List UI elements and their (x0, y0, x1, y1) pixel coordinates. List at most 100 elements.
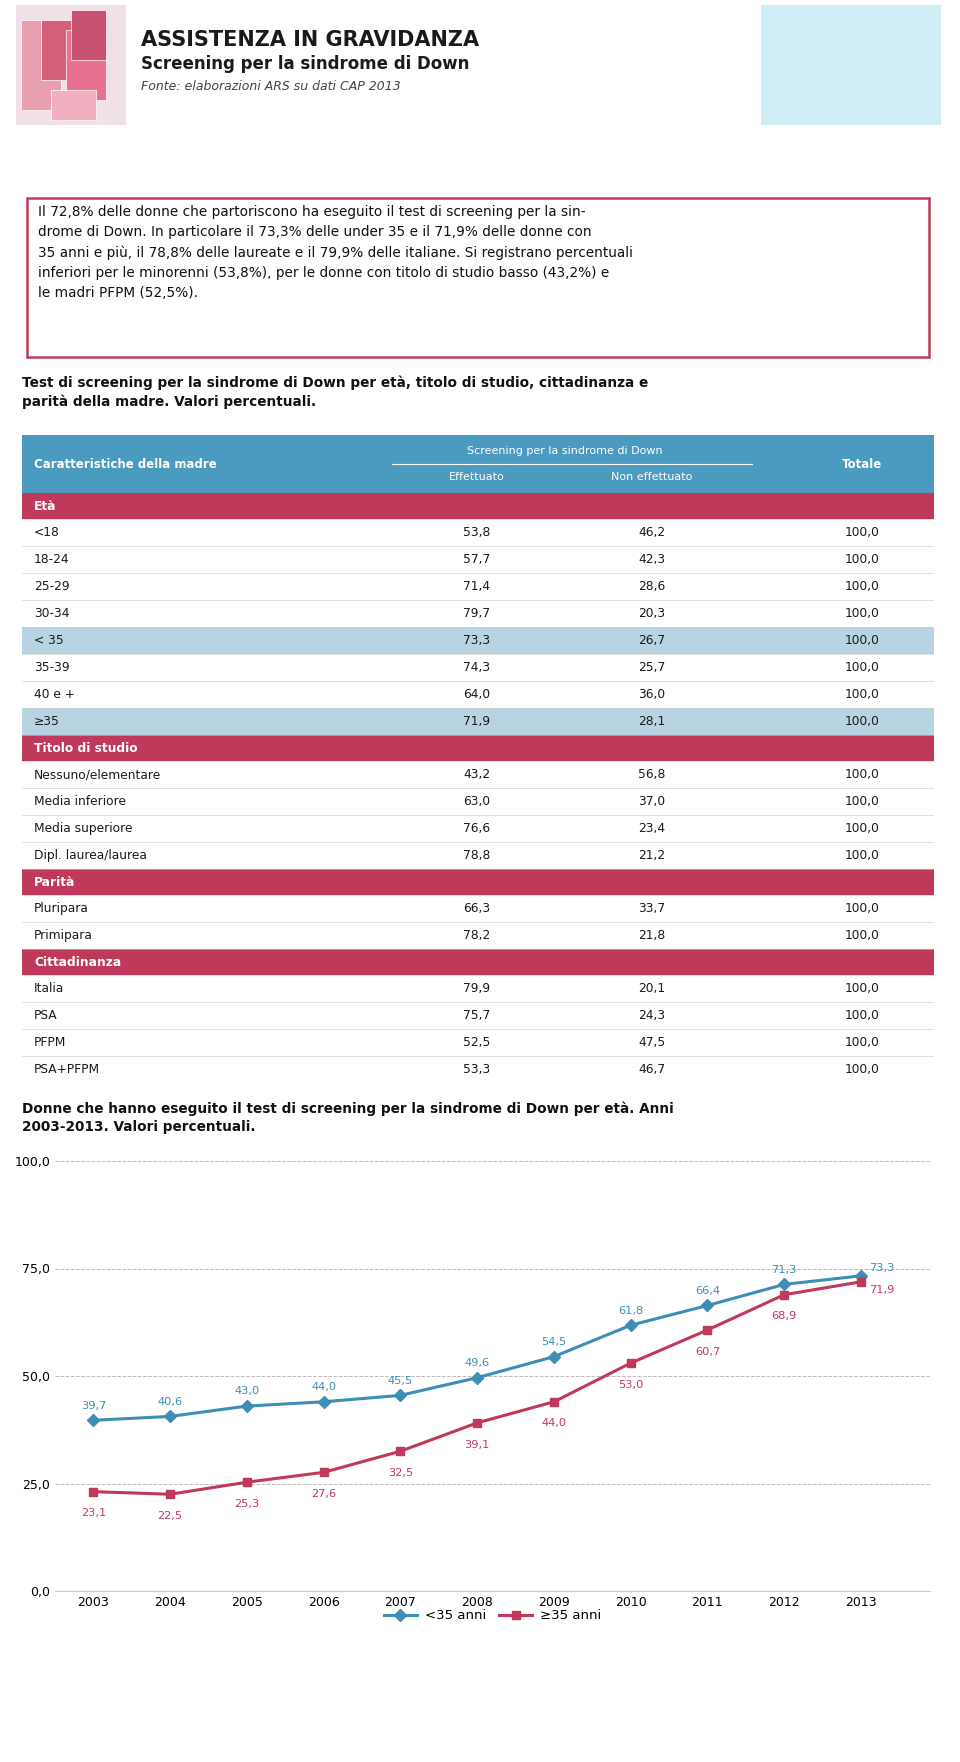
Text: Pluripara: Pluripara (34, 902, 89, 914)
Bar (761, 5, 941, 125)
Text: 54,5: 54,5 (541, 1337, 566, 1346)
Legend: <35 anni, ≥35 anni: <35 anni, ≥35 anni (378, 1603, 607, 1628)
Bar (22, 435, 934, 493)
Text: 63,0: 63,0 (464, 795, 491, 809)
Text: Non effettuato: Non effettuato (612, 472, 693, 483)
Text: 44,0: 44,0 (541, 1418, 566, 1429)
Text: Fonte: elaborazioni ARS su dati CAP 2013: Fonte: elaborazioni ARS su dati CAP 2013 (141, 79, 400, 93)
Text: 78,2: 78,2 (464, 929, 491, 943)
Text: 76,6: 76,6 (464, 823, 491, 835)
Text: 53,3: 53,3 (464, 1062, 491, 1077)
Text: 33,7: 33,7 (638, 902, 665, 914)
Text: 100,0: 100,0 (845, 634, 879, 647)
Bar (22, 974, 934, 1003)
Text: Test di screening per la sindrome di Down per età, titolo di studio, cittadinanz: Test di screening per la sindrome di Dow… (22, 375, 648, 409)
Text: 46,2: 46,2 (638, 527, 665, 539)
Text: ASSISTENZA IN GRAVIDANZA: ASSISTENZA IN GRAVIDANZA (141, 30, 479, 49)
Text: 30-34: 30-34 (34, 606, 69, 620)
Bar (22, 573, 934, 601)
Text: 21,2: 21,2 (638, 849, 665, 862)
Text: 100,0: 100,0 (845, 981, 879, 996)
Bar (66, 30, 106, 100)
Text: 28,6: 28,6 (638, 580, 665, 594)
Text: 37,0: 37,0 (638, 795, 665, 809)
Text: 100,0: 100,0 (845, 929, 879, 943)
Text: 52,5: 52,5 (464, 1036, 491, 1048)
Bar (22, 493, 934, 520)
Text: 20,3: 20,3 (638, 606, 665, 620)
Text: 78,8: 78,8 (464, 849, 491, 862)
Text: 68,9: 68,9 (772, 1311, 797, 1322)
Text: Nessuno/elementare: Nessuno/elementare (34, 768, 161, 781)
Bar (22, 869, 934, 895)
Bar (22, 842, 934, 869)
Text: 28,1: 28,1 (638, 715, 665, 728)
Text: 71,9: 71,9 (869, 1284, 895, 1295)
Text: 79,9: 79,9 (464, 981, 491, 996)
Bar (51, 90, 96, 120)
FancyBboxPatch shape (27, 199, 929, 356)
Text: PFPM: PFPM (34, 1036, 66, 1048)
Text: 45,5: 45,5 (388, 1376, 413, 1385)
Bar (22, 520, 934, 546)
Text: 100,0: 100,0 (845, 902, 879, 914)
Text: 60,7: 60,7 (695, 1346, 720, 1357)
Text: 66,3: 66,3 (464, 902, 491, 914)
Text: 100,0: 100,0 (845, 795, 879, 809)
Text: Media superiore: Media superiore (34, 823, 132, 835)
Text: 100,0: 100,0 (845, 1062, 879, 1077)
Text: 56,8: 56,8 (638, 768, 665, 781)
Text: 100,0: 100,0 (845, 580, 879, 594)
Text: ≥35: ≥35 (34, 715, 60, 728)
Text: 42,3: 42,3 (638, 553, 665, 566)
Bar (22, 654, 934, 680)
Text: Media inferiore: Media inferiore (34, 795, 126, 809)
Text: Screening per la sindrome di Down: Screening per la sindrome di Down (141, 55, 469, 72)
Text: 40,6: 40,6 (157, 1397, 182, 1406)
Bar (22, 735, 934, 761)
Bar (22, 1055, 934, 1084)
Text: 71,9: 71,9 (464, 715, 491, 728)
Text: Titolo di studio: Titolo di studio (34, 742, 137, 754)
Text: 53,0: 53,0 (618, 1380, 643, 1390)
Text: 100,0: 100,0 (845, 527, 879, 539)
Text: 25,7: 25,7 (638, 661, 665, 675)
Text: 100,0: 100,0 (845, 849, 879, 862)
Bar (22, 950, 934, 974)
Text: PSA+PFPM: PSA+PFPM (34, 1062, 100, 1077)
Text: 25,3: 25,3 (234, 1499, 259, 1508)
Text: Cittadinanza: Cittadinanza (34, 955, 121, 969)
Text: <18: <18 (34, 527, 60, 539)
Text: Età: Età (34, 499, 57, 513)
Text: 23,4: 23,4 (638, 823, 665, 835)
Text: 25-29: 25-29 (34, 580, 70, 594)
Text: 100,0: 100,0 (845, 687, 879, 701)
Text: 46,7: 46,7 (638, 1062, 665, 1077)
Bar (22, 895, 934, 922)
Text: Italia: Italia (34, 981, 64, 996)
Text: 57,7: 57,7 (464, 553, 491, 566)
Text: 40 e +: 40 e + (34, 687, 75, 701)
Text: 32,5: 32,5 (388, 1468, 413, 1478)
Text: 53,8: 53,8 (464, 527, 491, 539)
Text: 100,0: 100,0 (845, 661, 879, 675)
Bar (22, 1029, 934, 1055)
Text: < 35: < 35 (34, 634, 63, 647)
Bar (22, 546, 934, 573)
Bar (21, 19, 61, 109)
Text: 22,5: 22,5 (157, 1512, 182, 1521)
Text: 21,8: 21,8 (638, 929, 665, 943)
Text: 66,4: 66,4 (695, 1286, 720, 1295)
Bar (22, 708, 934, 735)
Text: 100,0: 100,0 (845, 553, 879, 566)
Text: 100,0: 100,0 (845, 1036, 879, 1048)
Bar (16, 5, 126, 125)
Text: Il 72,8% delle donne che partoriscono ha eseguito il test di screening per la si: Il 72,8% delle donne che partoriscono ha… (38, 204, 634, 300)
Text: 13: 13 (896, 1721, 926, 1741)
Text: 75,7: 75,7 (464, 1010, 491, 1022)
Text: 18-24: 18-24 (34, 553, 70, 566)
Bar (22, 816, 934, 842)
Text: Totale: Totale (842, 458, 882, 470)
Text: 39,1: 39,1 (465, 1440, 490, 1450)
Text: 27,6: 27,6 (311, 1489, 336, 1499)
